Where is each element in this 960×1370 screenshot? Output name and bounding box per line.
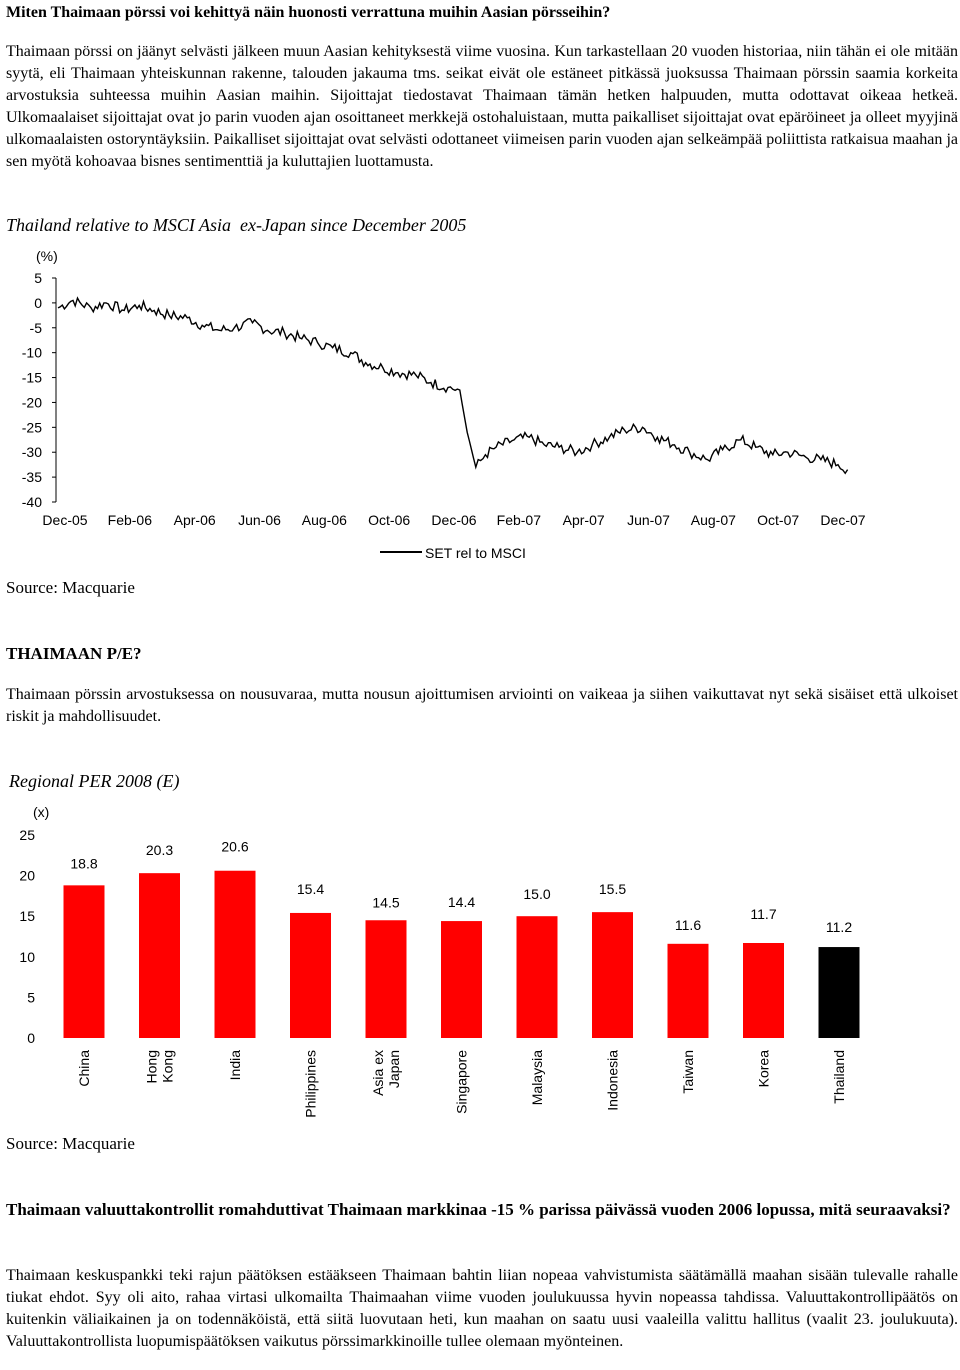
x-tick-label: Aug-07 [691,512,736,528]
y-tick-label: 20 [19,868,35,884]
bar-value-label: 15.4 [297,881,324,897]
y-unit-label: (x) [33,804,49,820]
y-unit-label: (%) [36,248,58,264]
category-label: India [227,1050,243,1081]
y-tick-label: 15 [19,908,35,924]
page-title: Miten Thaimaan pörssi voi kehittyä näin … [6,4,611,21]
y-tick-label: -5 [30,320,43,336]
chart1-source: Source: Macquarie [6,578,135,597]
x-tick-label: Jun-07 [627,512,670,528]
x-tick-label: Dec-06 [431,512,476,528]
value-labels: 18.8 20.3 20.6 15.4 14.5 14.4 15.0 15.5 11.6 11.7… [70,839,852,935]
category-label: Hong Kong [144,1050,176,1083]
legend-label: SET rel to MSCI [425,545,526,561]
category-label-line: Hong [144,1050,160,1083]
category-label-line: Thailand [831,1050,847,1104]
bar-value-label: 11.2 [826,919,852,935]
bar-value-label: 14.5 [372,894,399,910]
category-label-line: Malaysia [529,1050,545,1105]
section2-paragraph: Thaimaan pörssin arvostuksessa on nousuv… [6,686,958,725]
category-label: Taiwan [680,1050,696,1094]
y-tick-label: 0 [27,1030,35,1046]
bar [214,870,256,1038]
category-label-line: Asia ex [370,1050,386,1096]
bar [139,873,180,1038]
x-tick-label: Feb-07 [497,512,542,528]
y-tick-label: -30 [22,444,42,460]
x-tick-label: Dec-05 [42,512,87,528]
x-tick-labels: Dec-05 Feb-06 Apr-06 Jun-06 Aug-06 Oct-06 Dec-… [42,512,865,528]
category-label: Korea [756,1050,772,1088]
bar [818,947,860,1038]
section3-heading: Thaimaan valuuttakontrollit romahduttiva… [6,1200,951,1219]
category-label: Thailand [831,1050,847,1104]
x-tick-label: Oct-06 [368,512,410,528]
category-label: Malaysia [529,1050,545,1105]
x-tick-label: Oct-07 [757,512,799,528]
y-tick-label: 25 [19,827,35,843]
bar-value-label: 18.8 [70,855,97,871]
bar [63,885,105,1038]
y-tick-label: -10 [22,345,42,361]
y-tick-label: -40 [22,494,42,510]
category-label: Singapore [454,1050,470,1114]
category-label: China [76,1050,92,1087]
bar [441,921,482,1038]
chart2-source: Source: Macquarie [6,1134,135,1153]
bar [667,943,709,1038]
line-chart-caption: Thailand relative to MSCI Asia ex-Japan … [6,215,467,235]
bar [365,920,407,1038]
bar-value-label: 11.7 [750,906,776,922]
y-tick-label: 0 [34,295,42,311]
category-label: Asia ex Japan [370,1050,402,1096]
bar-value-label: 11.6 [675,917,701,933]
category-label-line: Philippines [303,1050,319,1118]
bars [63,870,860,1038]
y-tick-label: 10 [19,949,35,965]
y-tick-label: -35 [22,469,42,485]
y-tick-label: -25 [22,419,42,435]
category-label-line: Indonesia [605,1050,621,1111]
y-tick-label: -20 [22,394,42,410]
category-label-line: Korea [756,1050,772,1088]
x-tick-label: Feb-06 [108,512,153,528]
bar-chart-caption: Regional PER 2008 (E) [9,771,180,791]
category-label-line: China [76,1050,92,1087]
bar [592,912,633,1038]
category-label-line: India [227,1050,243,1081]
bar [290,912,331,1038]
category-labels: China Hong Kong India Philippines Asia ex Japa… [76,1050,847,1118]
category-label: Philippines [303,1050,319,1118]
series-line-set-rel-to-msci [57,296,849,475]
x-tick-label: Jun-06 [238,512,281,528]
category-label-line: Taiwan [680,1050,696,1094]
bar-value-label: 20.6 [221,839,248,855]
x-tick-label: Apr-07 [563,512,605,528]
y-tick-labels: 25 20 15 10 5 0 [19,827,35,1046]
bar-value-label: 14.4 [448,894,475,910]
x-tick-label: Apr-06 [174,512,216,528]
y-tick-label: 5 [34,270,42,286]
bar-value-label: 15.0 [523,886,550,902]
y-tick-label: 5 [27,989,35,1005]
x-tick-label: Dec-07 [820,512,865,528]
y-tick-labels: 5 0 -5 -10 -15 -20 -25 -30 -35 -40 [22,270,42,510]
bar-value-label: 15.5 [599,881,626,897]
y-axis-ticks [52,277,56,503]
category-label: Indonesia [605,1050,621,1111]
section3-paragraph: Thaimaan keskuspankki teki rajun päätöks… [6,1267,958,1350]
y-tick-label: -15 [22,370,42,386]
category-label-line: Kong [160,1050,176,1083]
bar [516,916,558,1038]
section2-heading: THAIMAAN P/E? [6,644,142,663]
intro-paragraph: Thaimaan pörssi on jäänyt selvästi jälke… [6,43,958,170]
line-chart: (%) 5 0 -5 -10 -15 -20 -25 -30 -35 -40 Dec-05 Feb-… [22,248,866,561]
bar [743,942,784,1038]
category-label-line: Singapore [454,1050,470,1114]
bar-value-label: 20.3 [146,842,173,858]
category-label-line: Japan [386,1050,402,1088]
x-tick-label: Aug-06 [302,512,347,528]
